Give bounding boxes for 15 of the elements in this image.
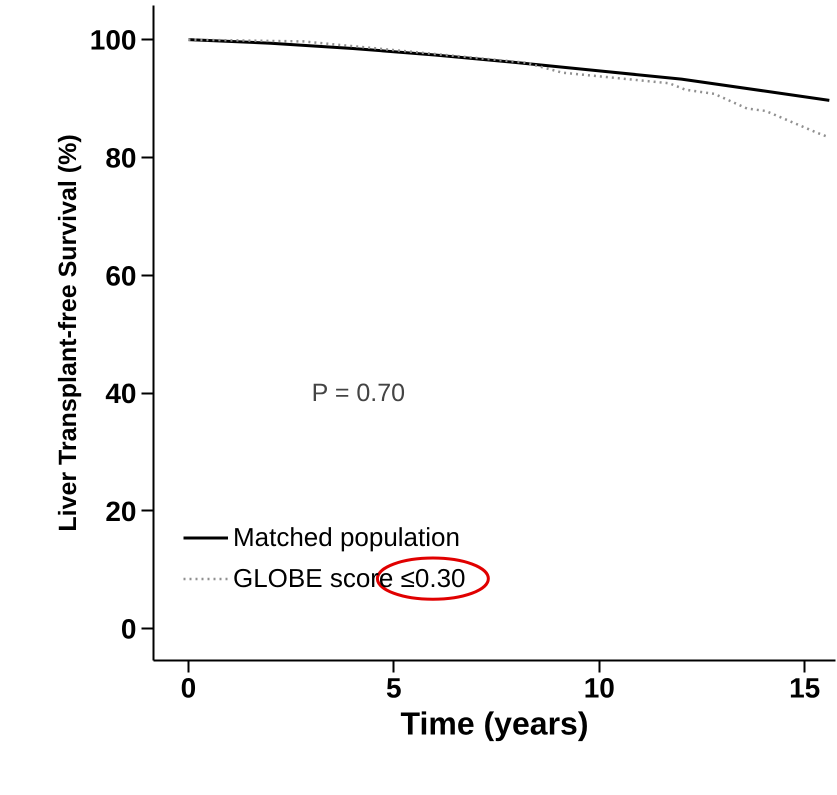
legend-label: Matched population <box>233 521 460 554</box>
x-tick-label: 10 <box>584 672 615 704</box>
y-tick-label: 60 <box>105 260 137 292</box>
y-tick-label: 80 <box>105 142 137 174</box>
y-axis-title: Liver Transplant-free Survival (%) <box>54 134 82 532</box>
x-axis-title: Time (years) <box>400 706 588 742</box>
annotation: P = 0.70 <box>312 379 406 408</box>
y-tick-label: 40 <box>105 378 137 410</box>
y-tick-label: 0 <box>120 614 137 645</box>
line-series <box>186 38 831 102</box>
x-tick-label: 5 <box>386 672 402 704</box>
y-tick-label: 100 <box>90 24 136 56</box>
x-tick-label: 0 <box>180 672 196 704</box>
x-tick-label: 15 <box>789 672 820 704</box>
y-tick-label: 20 <box>105 496 137 527</box>
